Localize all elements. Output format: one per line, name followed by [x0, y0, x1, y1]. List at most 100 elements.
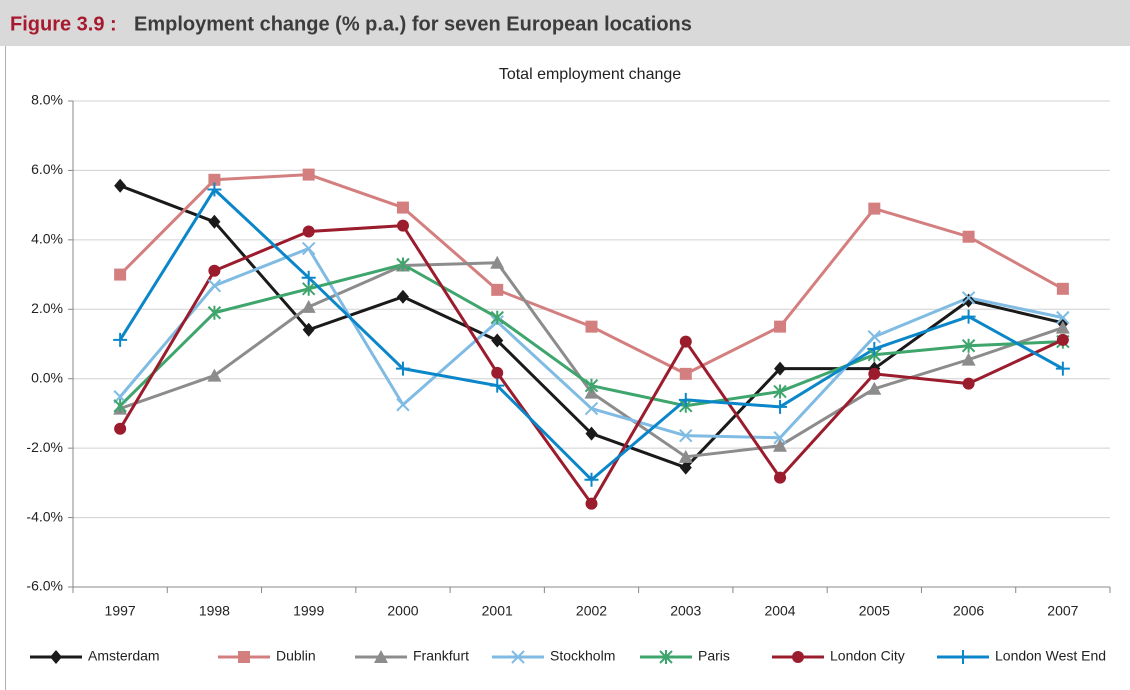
marker: [774, 471, 787, 484]
x-tick-label: 2003: [670, 603, 701, 619]
marker: [962, 293, 975, 308]
legend-label: London City: [830, 648, 905, 664]
marker: [208, 173, 221, 186]
marker: [207, 278, 222, 293]
marker: [961, 291, 976, 305]
marker: [113, 332, 128, 347]
marker: [302, 225, 315, 238]
marker: [302, 168, 315, 181]
marker: [1056, 333, 1069, 346]
legend-label: London West End: [995, 648, 1106, 664]
figure-label: Figure 3.9 :: [10, 13, 117, 35]
marker: [301, 270, 316, 285]
marker: [490, 310, 504, 325]
marker: [773, 384, 787, 399]
y-tick-label: 0.0%: [31, 369, 63, 385]
marker: [585, 320, 598, 333]
marker: [207, 368, 222, 382]
marker: [867, 341, 882, 356]
marker: [868, 367, 881, 380]
marker: [374, 650, 388, 663]
marker: [208, 214, 221, 229]
legend-label: Amsterdam: [88, 648, 160, 664]
x-tick-label: 2006: [953, 603, 984, 619]
y-tick-label: -4.0%: [26, 508, 63, 524]
legend-label: Frankfurt: [413, 648, 469, 664]
marker: [585, 497, 598, 510]
marker: [961, 338, 976, 353]
marker: [301, 241, 316, 256]
marker: [792, 651, 804, 663]
marker: [490, 255, 505, 269]
y-tick-label: -6.0%: [26, 578, 63, 594]
marker: [774, 361, 787, 376]
marker: [491, 333, 504, 348]
marker: [868, 202, 881, 215]
marker: [679, 428, 693, 443]
marker: [962, 377, 975, 390]
legend-label: Stockholm: [550, 648, 615, 664]
marker: [114, 268, 127, 281]
marker: [114, 422, 127, 435]
x-tick-label: 1997: [105, 603, 136, 619]
marker: [956, 650, 970, 664]
marker: [774, 320, 787, 333]
marker: [491, 366, 504, 379]
x-tick-label: 1998: [199, 603, 230, 619]
marker: [114, 178, 127, 193]
x-tick-label: 2007: [1047, 603, 1078, 619]
marker: [207, 305, 222, 320]
marker: [867, 381, 882, 395]
marker: [867, 330, 882, 344]
x-tick-label: 2005: [859, 603, 890, 619]
marker: [773, 399, 788, 414]
marker: [962, 230, 975, 243]
marker: [1056, 282, 1069, 295]
marker: [396, 398, 410, 412]
marker: [395, 361, 410, 376]
y-tick-label: -2.0%: [26, 439, 63, 455]
marker: [585, 426, 598, 441]
x-tick-label: 1999: [293, 603, 324, 619]
marker: [678, 449, 693, 463]
marker: [659, 650, 673, 664]
marker: [1055, 320, 1070, 334]
chart-title: Total employment change: [499, 66, 681, 83]
marker: [584, 472, 599, 487]
marker: [961, 352, 976, 366]
header-title: Employment change (% p.a.) for seven Eur…: [134, 13, 692, 35]
y-tick-label: 2.0%: [31, 300, 63, 316]
y-tick-label: 4.0%: [31, 231, 63, 247]
marker: [491, 283, 504, 296]
x-tick-label: 2002: [576, 603, 607, 619]
x-tick-label: 2004: [764, 603, 795, 619]
marker: [584, 401, 599, 416]
marker: [396, 257, 410, 272]
marker: [679, 367, 692, 380]
marker: [679, 335, 692, 348]
x-tick-label: 2001: [482, 603, 513, 619]
y-tick-label: 6.0%: [31, 161, 63, 177]
legend-label: Paris: [698, 648, 730, 664]
marker: [511, 650, 525, 664]
marker: [678, 392, 693, 407]
marker: [396, 219, 409, 232]
marker: [238, 651, 250, 663]
y-tick-label: 8.0%: [31, 92, 63, 108]
marker: [961, 309, 976, 324]
marker: [773, 431, 787, 445]
marker: [1055, 361, 1070, 376]
marker: [584, 378, 599, 393]
marker: [396, 289, 409, 304]
marker: [773, 438, 788, 452]
x-tick-label: 2000: [387, 603, 418, 619]
marker: [208, 264, 221, 277]
marker: [1056, 310, 1070, 325]
marker: [50, 650, 62, 664]
marker: [396, 201, 409, 214]
legend-label: Dublin: [276, 648, 316, 664]
marker: [679, 460, 692, 475]
marker: [301, 299, 316, 313]
